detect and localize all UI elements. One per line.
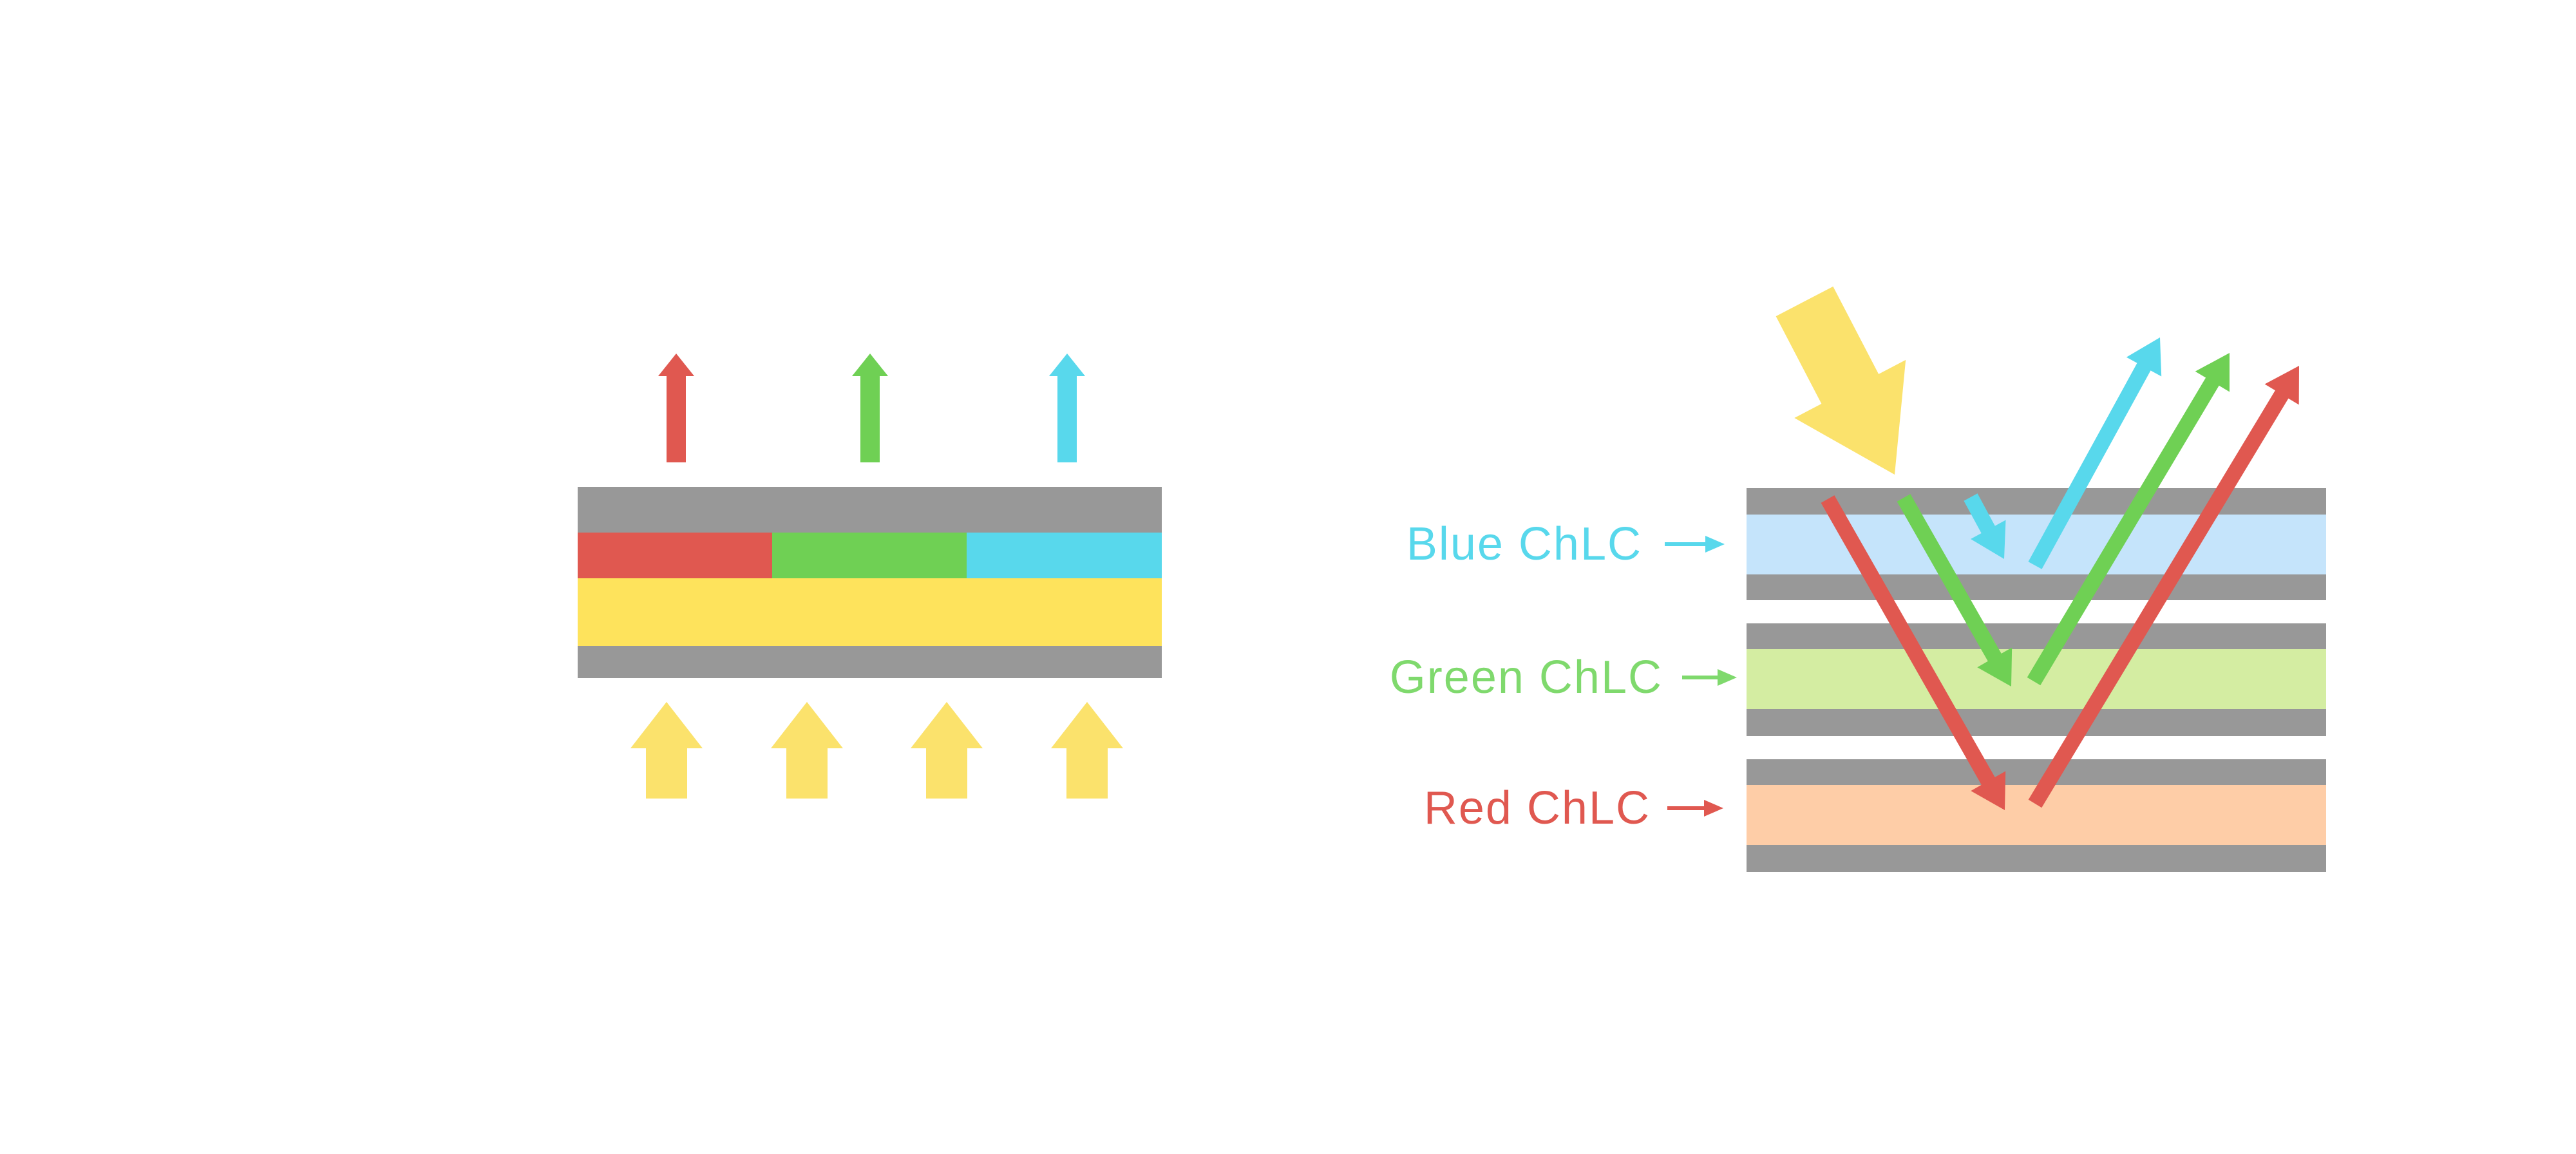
green-transmitted-ray-arrow: [1897, 494, 2012, 686]
green-emitted-light-arrow: [852, 354, 888, 462]
backlight-arrow-1: [630, 702, 703, 799]
backlight-arrow-2: [771, 702, 843, 799]
blue-transmitted-ray-arrow: [1964, 493, 2006, 559]
green-chlc-pointer-arrow: [1682, 669, 1737, 686]
left-bottom-substrate: [578, 646, 1162, 678]
right-substrate-2: [1747, 574, 2326, 600]
red-chlc-label: Red ChLC: [1423, 782, 1651, 834]
blue-emitted-light-arrow: [1049, 354, 1085, 462]
red-reflected-ray-arrow: [2028, 366, 2299, 808]
green-reflected-ray-arrow: [2027, 353, 2230, 686]
backlight-layer: [578, 578, 1162, 646]
red-chlc-pointer-arrow: [1667, 800, 1723, 817]
backlight-arrow-3: [911, 702, 983, 799]
blue-chlc-label: Blue ChLC: [1406, 518, 1642, 570]
red-filter-segment: [578, 533, 772, 578]
green-filter-segment: [772, 533, 967, 578]
blue-chlc-pointer-arrow: [1665, 536, 1725, 553]
red-transmitted-ray-arrow: [1821, 495, 2006, 810]
blue-reflected-ray-arrow: [2028, 337, 2162, 569]
incident-light-arrow: [1776, 286, 1906, 475]
right-substrate-5: [1747, 759, 2326, 785]
right-substrate-4: [1747, 709, 2326, 736]
green-chlc-label: Green ChLC: [1389, 652, 1663, 703]
backlight-arrow-4: [1051, 702, 1123, 799]
red-emitted-light-arrow: [658, 354, 694, 462]
right-substrate-6: [1747, 845, 2326, 872]
blue-filter-segment: [967, 533, 1162, 578]
left-top-substrate: [578, 487, 1162, 533]
right-substrate-3: [1747, 623, 2326, 649]
